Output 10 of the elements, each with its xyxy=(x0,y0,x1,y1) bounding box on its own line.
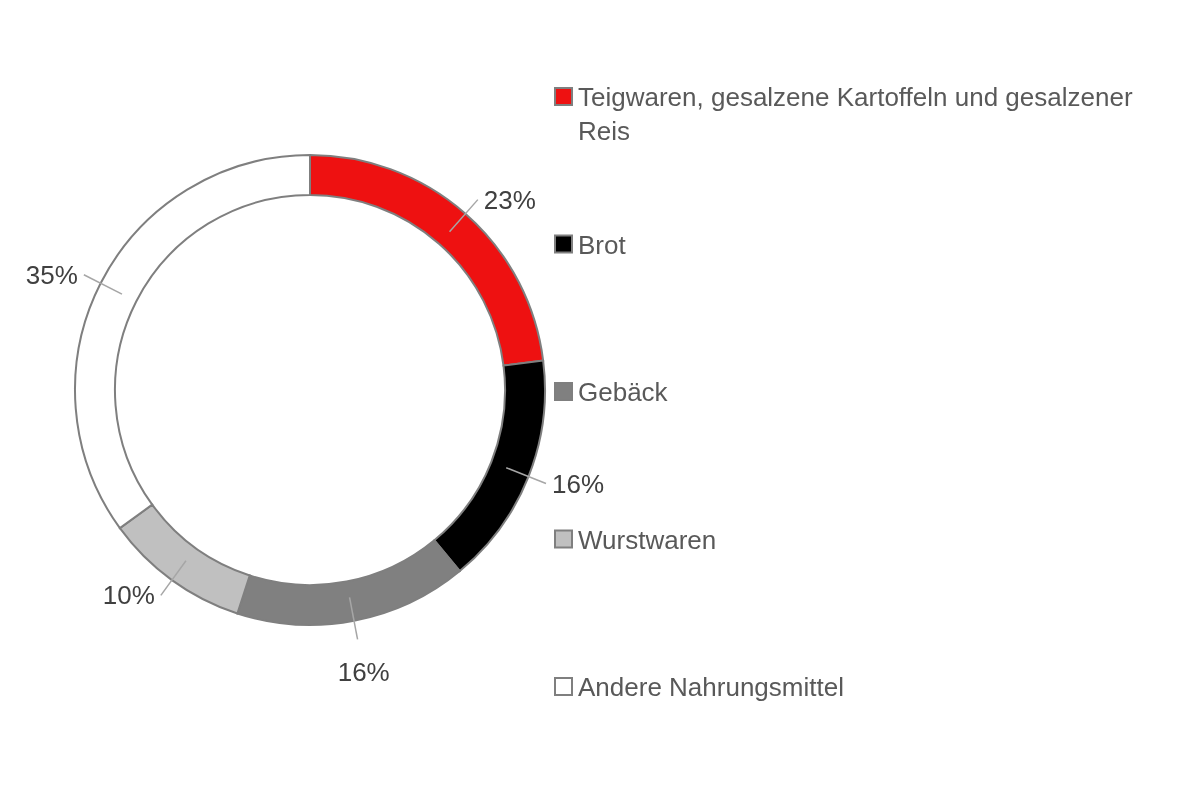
data-label: 23% xyxy=(483,184,536,215)
legend-label: Gebäck xyxy=(578,377,669,408)
data-label: 16% xyxy=(551,468,605,499)
data-label: 35% xyxy=(25,259,78,290)
legend-label: Wurstwaren xyxy=(578,524,717,555)
legend-label: Andere Nahrungsmittel xyxy=(578,672,844,703)
data-label: 10% xyxy=(102,580,155,611)
data-label: 16% xyxy=(337,656,390,687)
legend-label: Brot xyxy=(578,229,627,260)
legend-label: Teigwaren, gesalzene Kartoffeln und gesalzener Reis xyxy=(578,82,1133,146)
